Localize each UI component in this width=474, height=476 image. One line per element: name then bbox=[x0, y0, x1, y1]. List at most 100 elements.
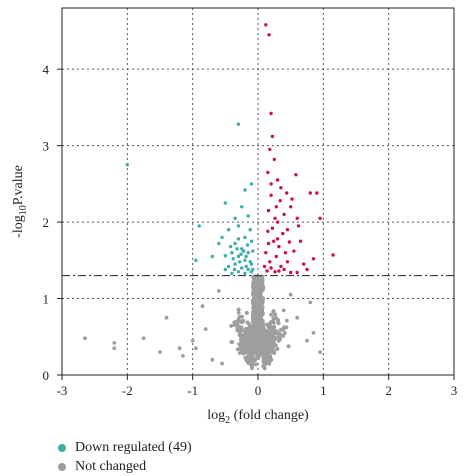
up-regulated-point bbox=[275, 220, 280, 224]
up-regulated-point bbox=[272, 157, 276, 162]
legend-label-down-regulated: Down regulated (49) bbox=[75, 439, 192, 455]
legend-dot-not-changed bbox=[58, 462, 66, 471]
not-changed-point bbox=[236, 310, 241, 315]
legend-dot-down-regulated bbox=[58, 443, 66, 452]
up-regulated-point bbox=[264, 251, 268, 255]
not-changed-point bbox=[216, 289, 221, 293]
not-changed-point bbox=[281, 327, 286, 332]
up-regulated-point bbox=[270, 134, 275, 139]
not-changed-point bbox=[258, 318, 262, 322]
not-changed-point bbox=[245, 349, 250, 354]
down-regulated-point bbox=[240, 247, 244, 251]
down-regulated-point bbox=[243, 258, 247, 262]
not-changed-point bbox=[264, 340, 268, 344]
up-regulated-point bbox=[274, 254, 278, 259]
legend-item-down-regulated: Down regulated (49) bbox=[58, 438, 192, 457]
down-regulated-point bbox=[125, 163, 129, 167]
legend-item-not-changed: Not changed bbox=[58, 457, 192, 476]
not-changed-point bbox=[242, 333, 246, 338]
up-regulated-point bbox=[305, 267, 309, 272]
down-regulated-point bbox=[248, 260, 252, 264]
x-axis-label: log2 (fold change) bbox=[207, 408, 309, 426]
not-changed-point bbox=[259, 276, 264, 281]
not-changed-point bbox=[271, 316, 276, 321]
not-changed-point bbox=[259, 321, 264, 326]
not-changed-point bbox=[252, 285, 257, 290]
up-regulated-point bbox=[290, 197, 294, 201]
not-changed-point bbox=[245, 334, 250, 338]
y-tick-label: 2 bbox=[43, 215, 50, 230]
not-changed-point bbox=[261, 327, 265, 331]
up-regulated-point bbox=[308, 191, 312, 195]
not-changed-point bbox=[267, 340, 271, 345]
not-changed-point bbox=[263, 343, 268, 348]
down-regulated-point bbox=[236, 224, 241, 228]
not-changed-point bbox=[265, 350, 270, 355]
up-regulated-point bbox=[262, 264, 267, 269]
up-regulated-point bbox=[269, 182, 273, 186]
not-changed-point bbox=[181, 354, 185, 358]
not-changed-point bbox=[258, 305, 262, 310]
up-regulated-point bbox=[275, 237, 280, 241]
not-changed-point bbox=[272, 328, 276, 333]
down-regulated-point bbox=[251, 249, 255, 253]
not-changed-point bbox=[253, 296, 258, 301]
x-tick-label: 2 bbox=[385, 383, 392, 398]
not-changed-point bbox=[241, 343, 246, 347]
not-changed-point bbox=[238, 326, 243, 330]
not-changed-point bbox=[282, 331, 287, 335]
not-changed-point bbox=[243, 337, 248, 342]
down-regulated-point bbox=[248, 228, 252, 232]
not-changed-point bbox=[249, 341, 253, 346]
up-regulated-point bbox=[311, 257, 316, 261]
up-regulated-point bbox=[268, 260, 272, 264]
down-regulated-point bbox=[243, 188, 247, 192]
legend-label-not-changed: Not changed bbox=[75, 458, 147, 474]
data-points bbox=[83, 23, 335, 371]
not-changed-point bbox=[267, 347, 272, 351]
down-regulated-point bbox=[243, 235, 247, 240]
down-regulated-point bbox=[233, 241, 237, 246]
down-regulated-point bbox=[226, 264, 231, 269]
not-changed-point bbox=[112, 341, 117, 345]
up-regulated-point bbox=[269, 193, 273, 197]
down-regulated-point bbox=[236, 237, 241, 241]
down-regulated-point bbox=[194, 258, 198, 262]
not-changed-point bbox=[241, 318, 246, 323]
down-regulated-point bbox=[233, 262, 237, 266]
not-changed-point bbox=[255, 353, 259, 357]
down-regulated-point bbox=[220, 235, 224, 240]
not-changed-point bbox=[272, 325, 276, 329]
down-regulated-point bbox=[244, 264, 248, 269]
down-regulated-point bbox=[231, 257, 235, 261]
not-changed-point bbox=[203, 327, 208, 331]
up-regulated-point bbox=[289, 205, 293, 209]
not-changed-point bbox=[257, 301, 262, 306]
up-regulated-point bbox=[285, 228, 290, 232]
down-regulated-point bbox=[240, 266, 244, 270]
not-changed-point bbox=[200, 304, 205, 309]
up-regulated-point bbox=[283, 251, 288, 255]
not-changed-point bbox=[259, 297, 263, 301]
not-changed-point bbox=[244, 311, 249, 315]
not-changed-point bbox=[252, 342, 256, 347]
not-changed-point bbox=[255, 347, 259, 352]
not-changed-point bbox=[249, 347, 253, 352]
down-regulated-point bbox=[210, 254, 214, 259]
not-changed-point bbox=[245, 329, 250, 333]
not-changed-point bbox=[281, 333, 286, 338]
down-regulated-point bbox=[228, 244, 233, 249]
not-changed-point bbox=[250, 362, 254, 367]
not-changed-point bbox=[237, 315, 242, 319]
y-axis-label: -log10P.value bbox=[11, 165, 29, 238]
not-changed-point bbox=[285, 318, 289, 323]
not-changed-point bbox=[271, 320, 276, 325]
not-changed-point bbox=[255, 308, 260, 313]
up-regulated-point bbox=[269, 266, 273, 270]
up-regulated-point bbox=[278, 199, 282, 203]
x-tick-label: 3 bbox=[451, 383, 458, 398]
down-regulated-point bbox=[246, 267, 250, 272]
down-regulated-point bbox=[240, 205, 244, 209]
down-regulated-point bbox=[243, 271, 247, 275]
not-changed-point bbox=[253, 322, 258, 327]
